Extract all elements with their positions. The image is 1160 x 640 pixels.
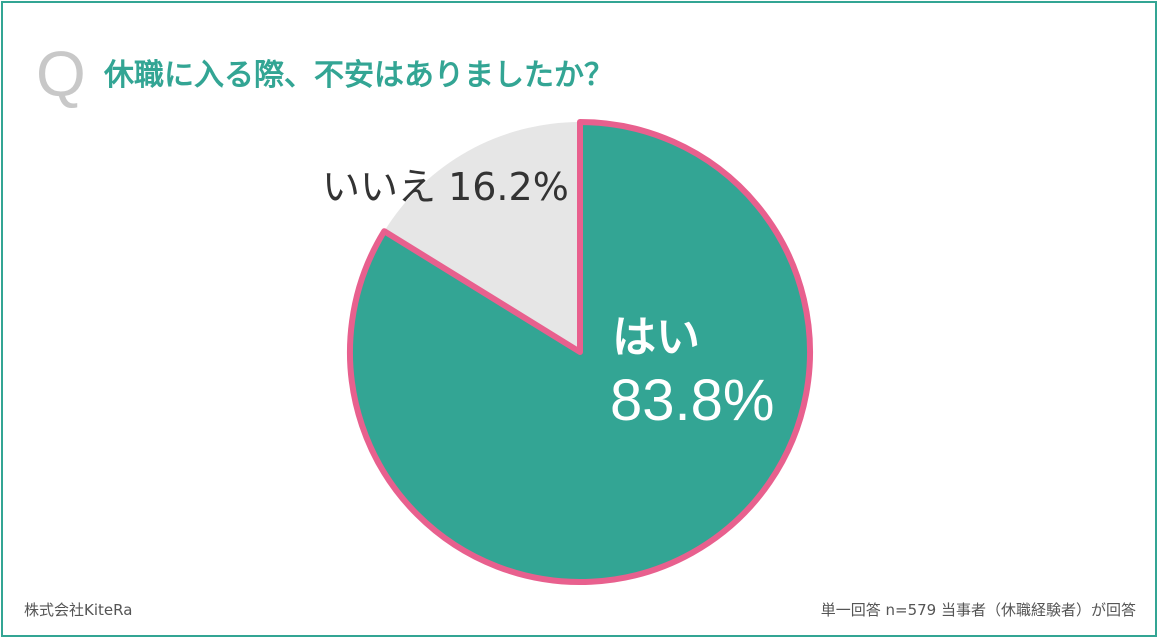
pie-slice-no	[384, 121, 580, 352]
q-mark-icon: Q	[36, 38, 86, 110]
slice-value-yes: 83.8%	[610, 368, 774, 433]
question-title: 休職に入る際、不安はありましたか？	[104, 58, 614, 93]
pie-slice-yes	[347, 119, 813, 585]
slice-label-yes: はい	[612, 312, 700, 363]
slice-label-no: いいえ 16.2%	[322, 165, 569, 209]
survey-note: 単一回答 n=579 当事者（休職経験者）が回答	[820, 601, 1136, 619]
company-credit: 株式会社KiteRa	[24, 601, 133, 619]
